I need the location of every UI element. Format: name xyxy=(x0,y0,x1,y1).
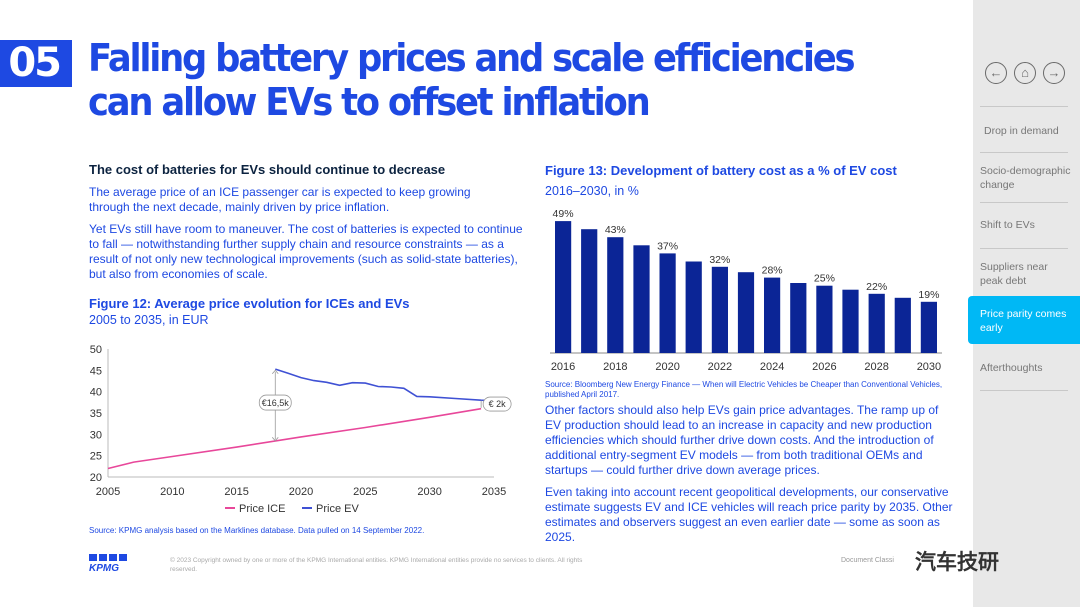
bar xyxy=(737,272,755,353)
legend-label-ice: Price ICE xyxy=(239,503,285,515)
gap-label-box-2034 xyxy=(482,396,512,412)
y-tick-label: 50 xyxy=(90,344,102,356)
bar xyxy=(633,245,650,353)
series-line-ice xyxy=(107,407,482,470)
data-label: 19% xyxy=(918,289,939,301)
fig12-source: Source: KPMG analysis based on the Markl… xyxy=(89,526,425,535)
bar xyxy=(555,221,572,353)
nav-separator xyxy=(980,106,1068,107)
bar xyxy=(685,261,702,353)
bar xyxy=(659,253,676,353)
x-tick-label: 2030 xyxy=(417,486,441,498)
bar xyxy=(711,266,728,353)
bar xyxy=(764,277,781,353)
y-tick-label: 40 xyxy=(90,387,102,399)
sidebar-item-price-parity[interactable]: Price parity comes early xyxy=(980,308,1067,334)
arrow-right-icon[interactable]: → xyxy=(1043,62,1065,84)
fig13-subtitle: 2016–2030, in % xyxy=(545,184,639,198)
bar xyxy=(581,229,598,353)
fig13-source: Source: Bloomberg New Energy Finance — W… xyxy=(545,380,943,399)
data-label: 43% xyxy=(605,224,626,236)
gap-label-2034: € 2k xyxy=(489,399,507,409)
arrow-left-icon[interactable]: ← xyxy=(985,62,1007,84)
data-label: 49% xyxy=(553,208,574,220)
nav-separator xyxy=(980,152,1068,153)
right-paragraph-2: Even taking into account recent geopolit… xyxy=(545,485,953,544)
x-tick-label: 2020 xyxy=(289,486,313,498)
bar xyxy=(842,289,859,353)
x-tick-label: 2016 xyxy=(551,361,575,373)
y-tick-label: 30 xyxy=(90,429,102,441)
home-icon[interactable]: ⌂ xyxy=(1014,62,1036,84)
legend-label-ev: Price EV xyxy=(316,503,359,515)
x-tick-label: 2022 xyxy=(708,361,732,373)
y-tick-label: 35 xyxy=(90,408,102,420)
watermark: 汽车技研 xyxy=(915,551,999,574)
copyright-notice: © 2023 Copyright owned by one or more of… xyxy=(170,557,583,573)
bar xyxy=(868,293,885,353)
x-tick-label: 2035 xyxy=(482,486,506,498)
bar xyxy=(894,297,911,353)
x-tick-label: 2018 xyxy=(603,361,627,373)
data-label: 28% xyxy=(762,265,783,277)
left-paragraph-2: Yet EVs still have room to maneuver. The… xyxy=(89,222,523,281)
x-tick-label: 2005 xyxy=(96,486,120,498)
x-tick-label: 2020 xyxy=(655,361,679,373)
sidebar-item-shift-to-evs[interactable]: Shift to EVs xyxy=(980,219,1035,231)
y-tick-label: 25 xyxy=(90,451,102,463)
bar xyxy=(790,283,807,353)
sidebar-item-suppliers[interactable]: Suppliers near peak debt xyxy=(980,261,1048,287)
data-label: 25% xyxy=(814,273,835,285)
sidebar-active-highlight xyxy=(968,296,1080,344)
bar xyxy=(816,285,833,353)
svg-text:KPMG: KPMG xyxy=(89,563,119,573)
nav-separator xyxy=(980,390,1068,391)
x-tick-label: 2028 xyxy=(864,361,888,373)
section-number: 05 xyxy=(0,40,72,87)
left-paragraph-1: The average price of an ICE passenger ca… xyxy=(89,185,471,214)
gap-label-box-2018 xyxy=(258,394,292,411)
nav-separator xyxy=(980,202,1068,203)
fig13-bar-chart: 49% 2016 43% 2018 37% 2020 32% 2022 28% 2024 25% 20… xyxy=(550,208,942,373)
x-tick-label: 2030 xyxy=(917,361,941,373)
right-paragraph-1: Other factors should also help EVs gain … xyxy=(545,403,939,477)
series-line-ev xyxy=(275,368,495,402)
fig13-title: Figure 13: Development of battery cost a… xyxy=(545,163,897,178)
fig12-title: Figure 12: Average price evolution for I… xyxy=(89,296,410,311)
gap-arrow-head-bottom xyxy=(271,437,279,442)
nav-separator xyxy=(980,248,1068,249)
bar xyxy=(607,237,624,353)
document-classification: Document Classi xyxy=(841,557,894,564)
gap-arrow-head-top xyxy=(271,369,279,375)
fig12-subtitle: 2005 to 2035, in EUR xyxy=(89,313,209,327)
data-label: 37% xyxy=(657,240,678,252)
bar xyxy=(920,301,937,353)
y-tick-label: 45 xyxy=(90,365,102,377)
sidebar-item-afterthoughts[interactable]: Afterthoughts xyxy=(980,362,1043,374)
x-tick-label: 2026 xyxy=(812,361,836,373)
gap-label-2018: €16,5k xyxy=(262,398,290,408)
y-tick-label: 20 xyxy=(90,472,102,484)
data-label: 32% xyxy=(709,254,730,266)
left-heading: The cost of batteries for EVs should con… xyxy=(89,162,446,177)
x-tick-label: 2024 xyxy=(760,361,784,373)
x-tick-label: 2010 xyxy=(160,486,184,498)
kpmg-logo: KPMG xyxy=(89,554,127,573)
x-tick-label: 2025 xyxy=(353,486,377,498)
page-title: Falling battery prices and scale efficie… xyxy=(88,36,855,124)
sidebar-item-socio-demographic[interactable]: Socio-demographic change xyxy=(980,165,1071,191)
x-tick-label: 2015 xyxy=(224,486,248,498)
data-label: 22% xyxy=(866,281,887,293)
sidebar-item-drop-in-demand[interactable]: Drop in demand xyxy=(984,125,1059,137)
